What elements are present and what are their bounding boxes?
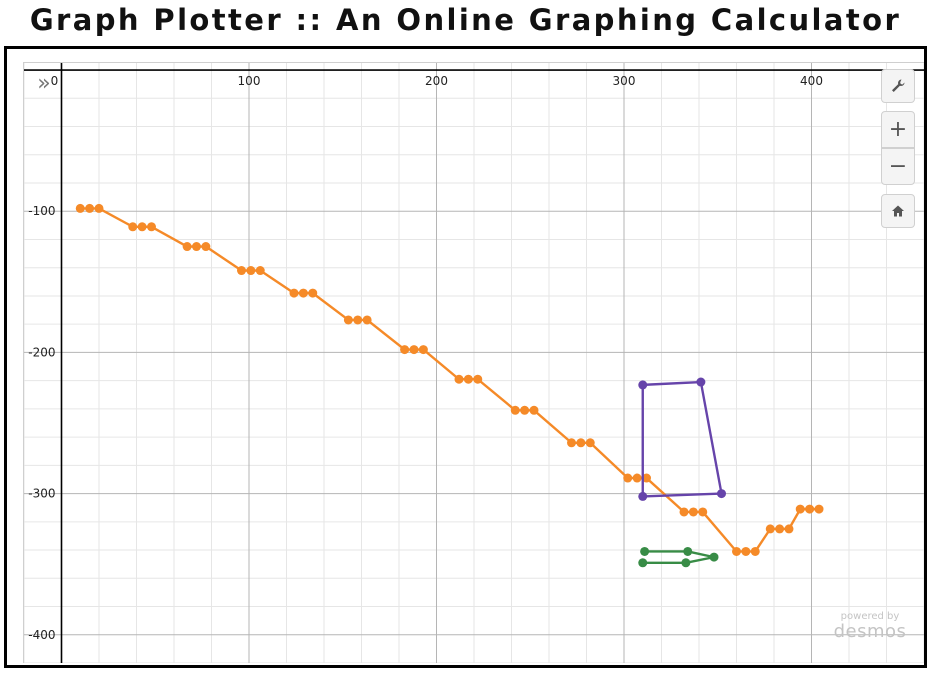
data-point — [709, 552, 719, 562]
data-point — [473, 374, 483, 384]
axes — [24, 63, 924, 663]
data-series — [75, 203, 824, 568]
x-tick-label: 0 — [51, 74, 59, 88]
data-point — [741, 546, 751, 556]
zoom-in-label: + — [888, 117, 908, 142]
y-tick-label: -200 — [28, 345, 55, 359]
data-point — [585, 438, 595, 448]
data-point — [642, 473, 651, 483]
data-point — [85, 203, 95, 213]
data-point — [814, 504, 824, 514]
data-point — [94, 203, 104, 213]
series-line — [642, 550, 716, 564]
home-icon[interactable] — [881, 194, 915, 228]
data-point — [255, 266, 265, 276]
data-point — [409, 345, 419, 355]
zoom-out-button[interactable]: − — [881, 148, 915, 185]
data-point — [681, 558, 691, 568]
data-point — [638, 491, 648, 501]
data-point — [362, 315, 372, 325]
data-point — [454, 374, 464, 384]
data-point — [201, 242, 211, 252]
data-point — [696, 377, 706, 387]
data-point — [750, 546, 760, 556]
data-point — [289, 288, 299, 298]
data-point — [147, 222, 156, 232]
zoom-out-label: − — [888, 154, 908, 179]
x-tick-label: 300 — [613, 74, 636, 88]
desmos-branding: powered by desmos — [824, 611, 916, 641]
data-point — [510, 405, 520, 415]
series-1 — [638, 377, 726, 501]
data-point — [683, 546, 693, 556]
series-2 — [638, 546, 719, 568]
data-point — [246, 266, 256, 276]
tick-labels: 0 100 200 300 400 -100 -200 -300 -400 — [28, 74, 823, 642]
data-point — [520, 405, 530, 415]
data-point — [343, 315, 353, 325]
chevron-double-right-icon[interactable]: » — [37, 71, 51, 96]
y-tick-label: -100 — [28, 204, 55, 218]
data-point — [717, 489, 726, 499]
data-point — [308, 288, 318, 298]
y-tick-label: -400 — [28, 628, 55, 642]
data-point — [529, 405, 539, 415]
data-point — [765, 524, 775, 534]
calculator-frame: 0 100 200 300 400 -100 -200 -300 -400 » + − powe… — [4, 46, 927, 668]
data-point — [732, 546, 741, 556]
data-point — [137, 222, 147, 232]
data-point — [640, 546, 650, 556]
desmos-logo-text: desmos — [833, 621, 907, 642]
data-point — [679, 507, 689, 517]
data-point — [638, 558, 648, 568]
data-point — [353, 315, 363, 325]
series-0 — [75, 203, 824, 556]
page-title: Graph Plotter :: An Online Graphing Calc… — [29, 3, 902, 37]
data-point — [237, 266, 246, 276]
data-point — [698, 507, 708, 517]
data-point — [775, 524, 785, 534]
data-point — [128, 222, 138, 232]
data-point — [795, 504, 805, 514]
data-point — [784, 524, 794, 534]
data-point — [623, 473, 633, 483]
wrench-icon[interactable] — [881, 69, 915, 103]
series-line — [80, 207, 819, 553]
data-point — [182, 242, 192, 252]
series-line — [641, 380, 723, 498]
data-point — [632, 473, 642, 483]
x-tick-label: 100 — [238, 74, 261, 88]
data-point — [576, 438, 586, 448]
x-tick-label: 400 — [800, 74, 823, 88]
data-point — [298, 288, 308, 298]
y-tick-label: -300 — [28, 487, 55, 501]
data-point — [805, 504, 815, 514]
graph-canvas[interactable]: 0 100 200 300 400 -100 -200 -300 -400 » + − powe… — [23, 62, 924, 663]
data-point — [418, 345, 428, 355]
zoom-in-button[interactable]: + — [881, 111, 915, 148]
x-tick-label: 200 — [425, 74, 448, 88]
powered-by-text: powered by — [840, 611, 900, 622]
minor-gridlines — [24, 63, 924, 663]
data-point — [567, 438, 576, 448]
data-point — [400, 345, 410, 355]
major-gridlines — [24, 63, 924, 663]
data-point — [463, 374, 473, 384]
data-point — [638, 380, 648, 390]
data-point — [192, 242, 201, 252]
data-point — [688, 507, 698, 517]
graph-plot[interactable]: 0 100 200 300 400 -100 -200 -300 -400 — [24, 63, 924, 663]
data-point — [75, 203, 85, 213]
